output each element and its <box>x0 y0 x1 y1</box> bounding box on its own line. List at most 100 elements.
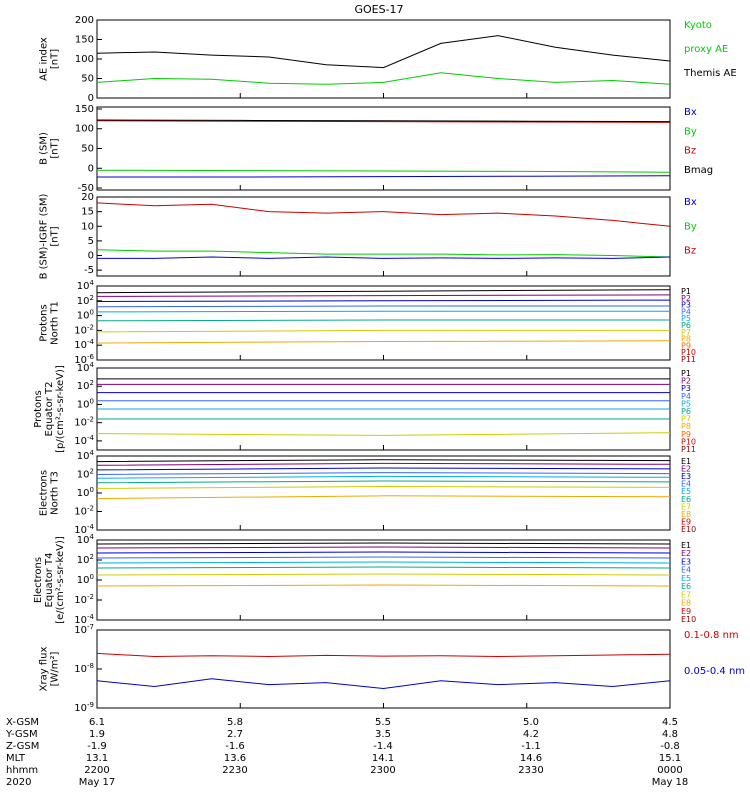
footer-row-value: 2230 <box>222 765 248 776</box>
series-line-bsm-3 <box>96 119 671 123</box>
legend-label-ae: proxy AE <box>684 44 728 55</box>
series-line-pn-4 <box>96 310 670 313</box>
series-line-ae-0 <box>96 35 671 69</box>
ytick-label-pn: 10-4 <box>74 338 94 351</box>
series-line-en-4 <box>96 475 671 479</box>
legend-label-en: E1 <box>681 457 691 466</box>
ylabel-pn: Protons <box>39 304 50 341</box>
footer-row-value: 14.1 <box>371 753 395 764</box>
ytick-label-ee: 10-4 <box>74 613 94 626</box>
footer-row-value: 3.5 <box>375 729 391 740</box>
panel-frame-bigrf <box>96 196 671 277</box>
footer-row-value: 2330 <box>518 765 544 776</box>
series-line-en-7 <box>96 495 671 500</box>
legend-label-ee: E4 <box>681 566 691 575</box>
ytick-label-pn: 100 <box>77 309 94 322</box>
legend-label-bsm: Bmag <box>684 165 713 176</box>
footer-row-value: 5.5 <box>375 717 391 728</box>
legend-label-pe: P2 <box>681 377 691 386</box>
legend-label-en: E5 <box>681 487 691 496</box>
footer-row-label: 2020 <box>6 777 32 788</box>
series-line-ee-7 <box>96 584 671 587</box>
ytick-label-ae: 200 <box>75 15 94 26</box>
series-line-pn-1 <box>96 294 671 297</box>
series-line-en-5 <box>96 480 671 484</box>
ytick-label-bsm: 100 <box>75 124 94 135</box>
footer-row-value: 15.1 <box>658 753 682 764</box>
footer-row-value: 4.8 <box>662 729 678 740</box>
legend-label-xray: 0.1-0.8 nm <box>684 630 739 641</box>
series-line-bigrf-1 <box>96 249 671 258</box>
series-line-bigrf-0 <box>96 202 671 227</box>
ytick-label-bsm: 0 <box>88 163 94 174</box>
ytick-label-pn: 10-2 <box>74 323 94 336</box>
ytick-label-pe: 102 <box>77 379 94 392</box>
series-line-pn-7 <box>96 340 671 344</box>
legend-label-pe: P4 <box>681 392 691 401</box>
series-line-en-6 <box>96 485 671 489</box>
legend-label-pe: P9 <box>681 430 691 439</box>
ytick-label-bsm: 50 <box>81 144 94 155</box>
footer-row-value: 1.9 <box>89 729 105 740</box>
ytick-label-pn: 102 <box>77 294 94 307</box>
ytick-label-pe: 104 <box>77 361 95 374</box>
legend-label-ee: E9 <box>681 607 691 616</box>
legend-label-bsm: Bx <box>684 107 697 118</box>
ylabel-xray: [W/m²] <box>50 651 61 686</box>
series-line-bsm-1 <box>96 169 671 173</box>
panel-frame-en <box>96 455 671 531</box>
series-line-pe-6 <box>96 432 671 436</box>
legend-label-pn: P5 <box>681 314 691 323</box>
series-line-en-3 <box>96 472 671 475</box>
panel-frame-pn <box>96 285 671 361</box>
legend-label-pn: P10 <box>681 348 696 357</box>
legend-label-en: E2 <box>681 465 691 474</box>
series-line-ee-6 <box>96 573 671 576</box>
ytick-label-en: 102 <box>77 468 94 481</box>
legend-label-en: E10 <box>681 525 696 534</box>
footer-row-label: MLT <box>6 753 25 764</box>
ylabel-pe: Equator T2 <box>44 382 55 437</box>
legend-label-pe: P10 <box>681 437 696 446</box>
ytick-label-ae: 50 <box>81 74 94 85</box>
legend-label-ee: E3 <box>681 557 691 566</box>
ytick-label-bigrf: 5 <box>88 236 94 247</box>
legend-label-pn: P8 <box>681 335 691 344</box>
legend-label-bigrf: By <box>684 221 697 232</box>
series-line-xray-0 <box>96 652 671 658</box>
series-line-xray-1 <box>96 678 671 690</box>
footer-row-value: -1.6 <box>225 741 245 752</box>
legend-label-pn: P1 <box>681 287 691 296</box>
ylabel-pe: Protons <box>33 390 44 427</box>
footer-row-value: 2300 <box>370 765 396 776</box>
ylabel-en: Electrons <box>39 470 50 516</box>
legend-label-ee: E5 <box>681 574 691 583</box>
series-line-ee-0 <box>96 542 671 545</box>
footer-row-value: 5.0 <box>523 717 539 728</box>
ylabel-bigrf: B (SM)-IGRF (SM) <box>39 194 50 280</box>
ylabel-ae: [nT] <box>50 49 61 69</box>
legend-label-pe: P6 <box>681 407 691 416</box>
series-line-ae-1 <box>96 72 671 85</box>
footer-row-label: Y-GSM <box>6 729 38 740</box>
ytick-label-ae: 100 <box>75 54 94 65</box>
ytick-label-ee: 100 <box>77 573 94 586</box>
footer-row-value: 4.5 <box>662 717 678 728</box>
legend-label-bsm: Bz <box>684 146 696 157</box>
legend-label-pe: P5 <box>681 399 691 408</box>
ytick-label-bigrf: 0 <box>88 251 94 262</box>
ytick-label-pe: 100 <box>77 397 94 410</box>
legend-label-bsm: By <box>684 126 697 137</box>
legend-label-pn: P7 <box>681 328 691 337</box>
legend-label-ae: Themis AE <box>683 68 737 79</box>
series-line-ee-2 <box>96 551 671 554</box>
panel-frame-ae <box>96 19 671 99</box>
legend-label-ae: Kyoto <box>684 20 712 31</box>
ytick-label-xray: 10-9 <box>74 701 94 714</box>
footer-row-value: May 18 <box>651 777 689 788</box>
legend-label-ee: E7 <box>681 590 691 599</box>
ytick-label-en: 10-2 <box>74 505 94 518</box>
ytick-label-en: 100 <box>77 486 94 499</box>
